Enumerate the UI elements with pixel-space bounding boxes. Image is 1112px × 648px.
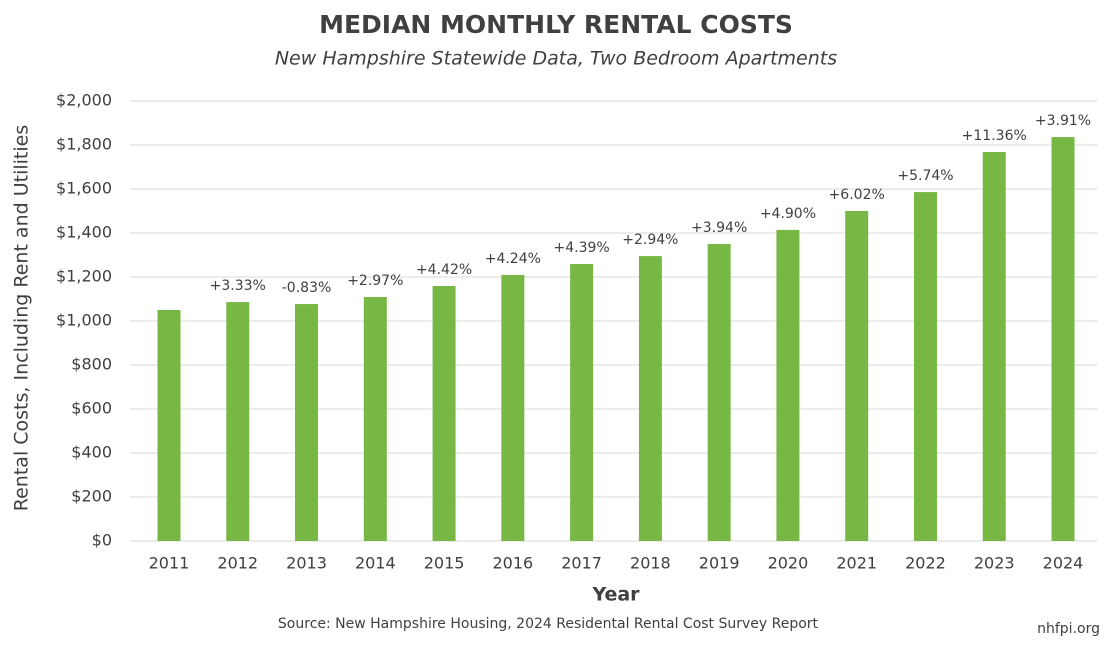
change-label: +2.97% <box>347 273 403 289</box>
bar <box>776 229 800 542</box>
y-tick-label: $1,600 <box>56 179 112 198</box>
change-label: +4.39% <box>554 240 610 256</box>
x-tick-label: 2021 <box>836 554 877 573</box>
y-tick-label: $1,000 <box>56 311 112 330</box>
x-tick-label: 2018 <box>630 554 671 573</box>
chart-title: MEDIAN MONTHLY RENTAL COSTS <box>319 10 793 39</box>
source-note: Source: New Hampshire Housing, 2024 Resi… <box>278 616 819 632</box>
y-tick-label: $1,400 <box>56 223 112 242</box>
x-tick-label: 2019 <box>699 554 740 573</box>
change-label: +3.94% <box>691 220 747 236</box>
y-tick-label: $1,200 <box>56 267 112 286</box>
y-axis-label: Rental Costs, Including Rent and Utiliti… <box>11 125 33 511</box>
change-label: +2.94% <box>622 232 678 248</box>
x-tick-label: 2013 <box>286 554 327 573</box>
bar <box>295 304 319 541</box>
change-label: +5.74% <box>897 168 953 184</box>
y-tick-label: $2,000 <box>56 91 112 110</box>
y-tick-label: $400 <box>71 443 112 462</box>
bar <box>157 310 181 541</box>
bar <box>363 297 387 541</box>
x-tick-label: 2015 <box>424 554 465 573</box>
x-tick-label: 2017 <box>561 554 602 573</box>
x-tick-label: 2020 <box>768 554 809 573</box>
bar <box>707 244 731 541</box>
x-axis-label: Year <box>591 584 640 606</box>
change-label: +4.24% <box>485 251 541 267</box>
change-label: +4.42% <box>416 262 472 278</box>
y-tick-label: $1,800 <box>56 135 112 154</box>
x-tick-label: 2023 <box>974 554 1015 573</box>
y-tick-label: $200 <box>71 487 112 506</box>
bar <box>432 286 456 541</box>
change-label: -0.83% <box>282 280 332 296</box>
x-tick-label: 2011 <box>149 554 190 573</box>
chart-subtitle: New Hampshire Statewide Data, Two Bedroo… <box>275 48 837 70</box>
y-tick-label: $800 <box>71 355 112 374</box>
change-label: +3.91% <box>1035 113 1091 129</box>
bar <box>501 275 525 541</box>
credit: nhfpi.org <box>1037 621 1100 637</box>
change-label: +11.36% <box>962 128 1027 144</box>
bar <box>570 264 594 541</box>
x-tick-label: 2014 <box>355 554 396 573</box>
change-label: +3.33% <box>210 278 266 294</box>
bar <box>982 152 1006 542</box>
bar <box>638 256 662 541</box>
change-label: +4.90% <box>760 206 816 222</box>
x-tick-label: 2022 <box>905 554 946 573</box>
bar <box>226 302 250 541</box>
x-tick-label: 2012 <box>217 554 258 573</box>
y-tick-label: $0 <box>92 531 112 550</box>
change-label: +6.02% <box>829 187 885 203</box>
x-tick-label: 2024 <box>1043 554 1084 573</box>
y-tick-label: $600 <box>71 399 112 418</box>
bar <box>1051 137 1075 541</box>
bar <box>913 192 937 541</box>
bar <box>845 211 869 541</box>
x-tick-label: 2016 <box>492 554 533 573</box>
